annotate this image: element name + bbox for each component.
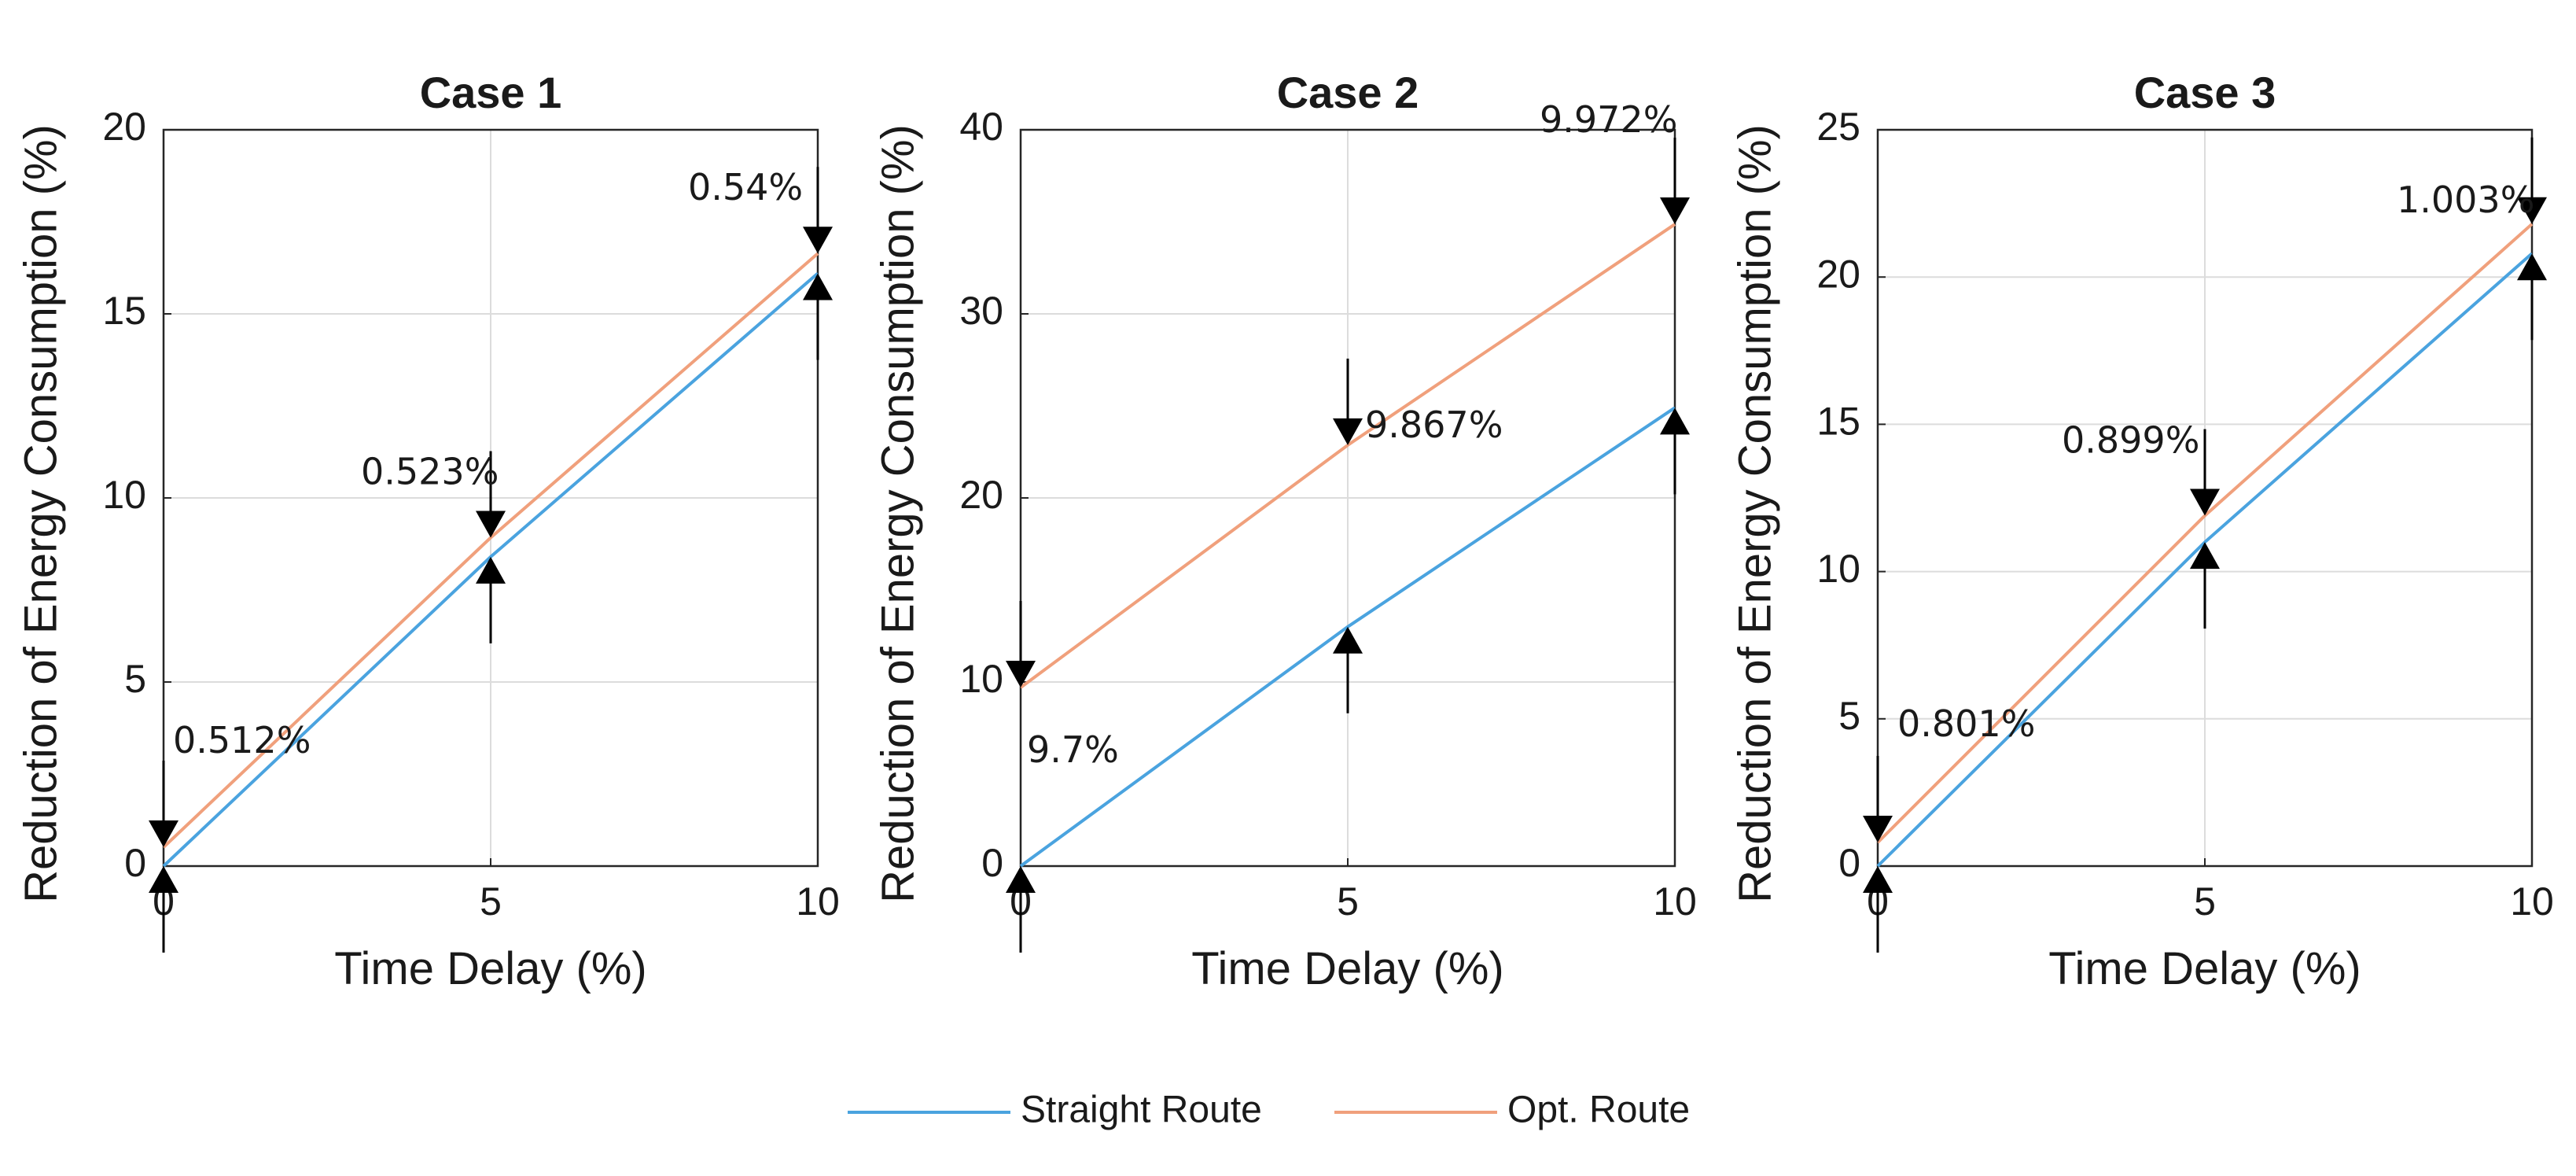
y-tick-label: 20 (1816, 252, 1860, 296)
difference-label: 0.523% (361, 451, 499, 493)
x-axis-label: Time Delay (%) (2048, 943, 2361, 994)
y-tick-label: 10 (959, 657, 1003, 701)
arrow-up-icon (1333, 626, 1363, 654)
difference-label: 9.867% (1365, 404, 1503, 446)
arrow-up-icon (803, 273, 833, 300)
difference-label: 1.003% (2397, 179, 2534, 221)
legend: Straight Route Opt. Route (848, 1089, 1690, 1131)
arrow-down-icon (803, 227, 833, 254)
legend-label-straight-route: Straight Route (1021, 1089, 1262, 1131)
legend-label-opt-route: Opt. Route (1507, 1089, 1690, 1131)
y-tick-label: 10 (1816, 547, 1860, 591)
y-tick-label: 20 (102, 105, 146, 149)
arrow-down-icon (2190, 488, 2220, 516)
difference-label: 9.972% (1540, 98, 1677, 141)
arrow-up-icon (476, 556, 506, 584)
chart-title: Case 1 (420, 68, 562, 117)
y-axis-label: Reduction of Energy Consumption (%) (1729, 124, 1780, 903)
difference-label: 0.54% (688, 166, 803, 208)
difference-label: 0.801% (1897, 702, 2035, 745)
chart-title: Case 2 (1277, 68, 1419, 117)
difference-annotation: 0.512% (149, 719, 311, 953)
arrow-down-icon (476, 511, 506, 538)
arrow-down-icon (2517, 197, 2547, 224)
y-tick-label: 40 (959, 105, 1003, 149)
arrow-down-icon (1333, 418, 1363, 445)
x-tick-label: 5 (480, 879, 502, 923)
x-tick-label: 10 (796, 879, 840, 923)
difference-annotation: 9.7% (1006, 601, 1119, 953)
arrow-down-icon (1660, 197, 1690, 225)
arrow-down-icon (149, 820, 178, 848)
y-tick-label: 20 (959, 473, 1003, 517)
arrow-up-icon (2517, 253, 2547, 281)
difference-annotation: 0.899% (2062, 418, 2220, 629)
difference-annotation: 0.54% (688, 166, 833, 360)
y-tick-label: 10 (102, 473, 146, 517)
difference-annotation: 0.523% (361, 451, 506, 643)
y-tick-label: 0 (1838, 841, 1860, 885)
y-tick-label: 30 (959, 289, 1003, 333)
y-tick-label: 25 (1816, 105, 1860, 149)
x-tick-label: 10 (2510, 879, 2554, 923)
arrow-down-icon (1863, 816, 1893, 843)
x-tick-label: 10 (1653, 879, 1697, 923)
difference-label: 9.7% (1027, 728, 1119, 771)
x-axis-label: Time Delay (%) (1191, 943, 1503, 994)
difference-label: 0.899% (2062, 418, 2199, 461)
chart-title: Case 3 (2134, 68, 2276, 117)
x-axis-label: Time Delay (%) (334, 943, 646, 994)
difference-label: 0.512% (173, 719, 311, 761)
arrow-up-icon (149, 866, 178, 893)
arrow-up-icon (1660, 407, 1690, 435)
x-tick-label: 5 (1337, 879, 1359, 923)
difference-annotation: 9.867% (1333, 358, 1503, 713)
y-tick-label: 5 (1838, 694, 1860, 738)
x-tick-label: 5 (2194, 879, 2216, 923)
arrow-down-icon (1006, 661, 1036, 688)
arrow-up-icon (2190, 542, 2220, 570)
arrow-up-icon (1006, 866, 1036, 893)
arrow-up-icon (1863, 866, 1893, 893)
y-axis-label: Reduction of Energy Consumption (%) (15, 124, 66, 903)
y-axis-label: Reduction of Energy Consumption (%) (872, 124, 923, 903)
y-tick-label: 0 (981, 841, 1003, 885)
difference-annotation: 1.003% (2397, 137, 2547, 341)
y-tick-label: 5 (124, 657, 146, 701)
difference-annotation: 0.801% (1863, 702, 2035, 953)
y-tick-label: 15 (1816, 400, 1860, 444)
y-tick-label: 0 (124, 841, 146, 885)
difference-annotation: 9.972% (1540, 98, 1690, 495)
y-tick-label: 15 (102, 289, 146, 333)
